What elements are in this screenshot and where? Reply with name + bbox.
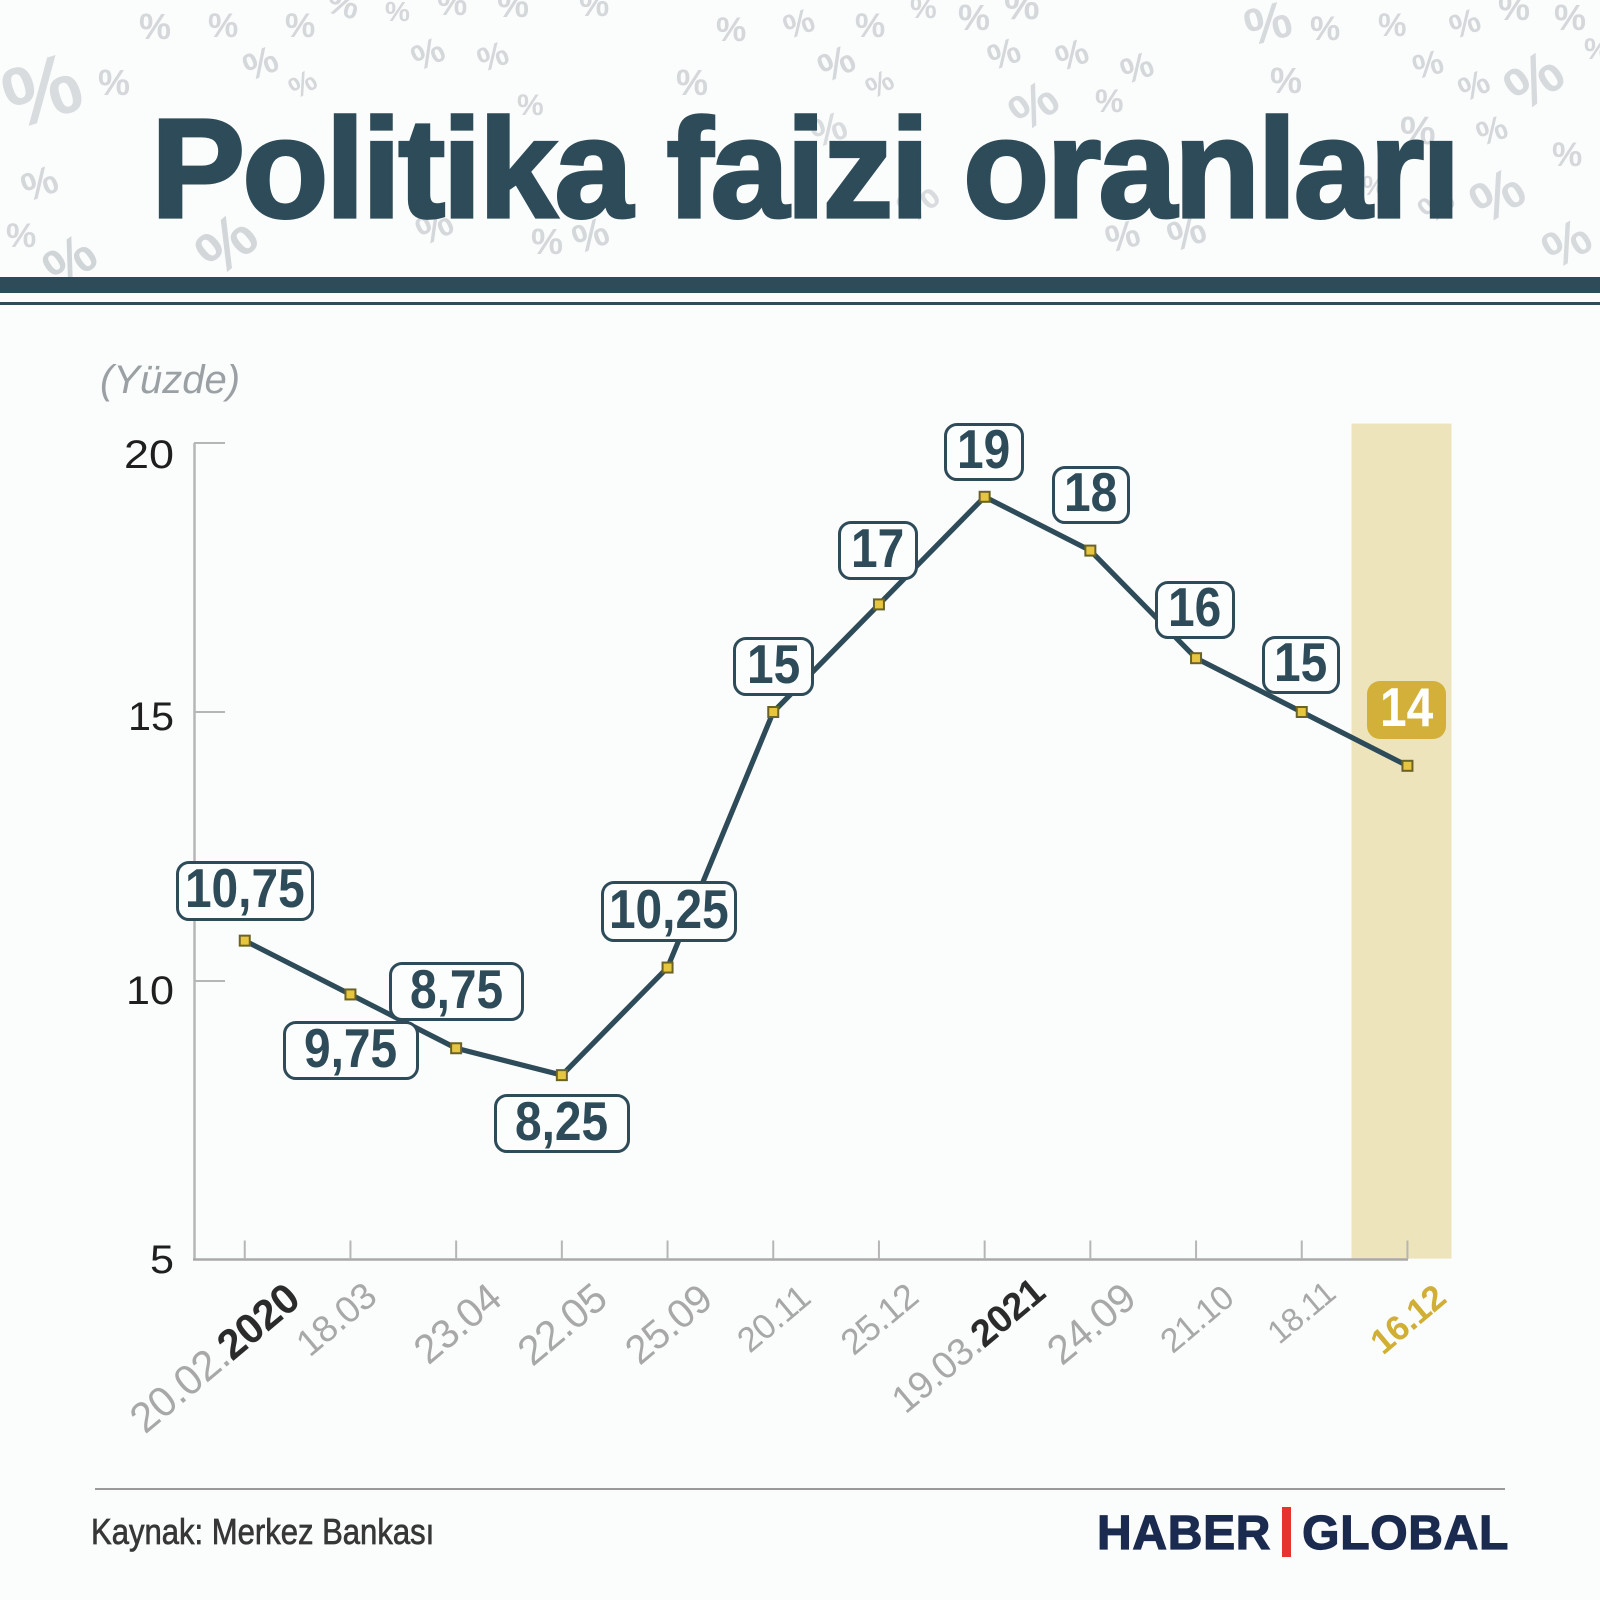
svg-text:18.11: 18.11 xyxy=(1261,1274,1342,1351)
svg-text:25.09: 25.09 xyxy=(616,1276,720,1374)
svg-text:5: 5 xyxy=(150,1238,174,1282)
svg-text:16.12: 16.12 xyxy=(1363,1278,1453,1362)
svg-text:10: 10 xyxy=(126,969,174,1013)
svg-text:25.12: 25.12 xyxy=(833,1276,926,1363)
svg-text:18.03: 18.03 xyxy=(288,1274,384,1364)
svg-text:20.11: 20.11 xyxy=(730,1278,818,1361)
svg-text:24.09: 24.09 xyxy=(1038,1274,1144,1373)
svg-text:23.04: 23.04 xyxy=(405,1274,510,1373)
svg-text:15: 15 xyxy=(128,695,174,739)
svg-text:22.05: 22.05 xyxy=(509,1274,616,1374)
svg-text:20: 20 xyxy=(124,433,174,477)
svg-text:21.10: 21.10 xyxy=(1153,1278,1241,1360)
svg-text:20.02.2020: 20.02.2020 xyxy=(121,1274,308,1442)
